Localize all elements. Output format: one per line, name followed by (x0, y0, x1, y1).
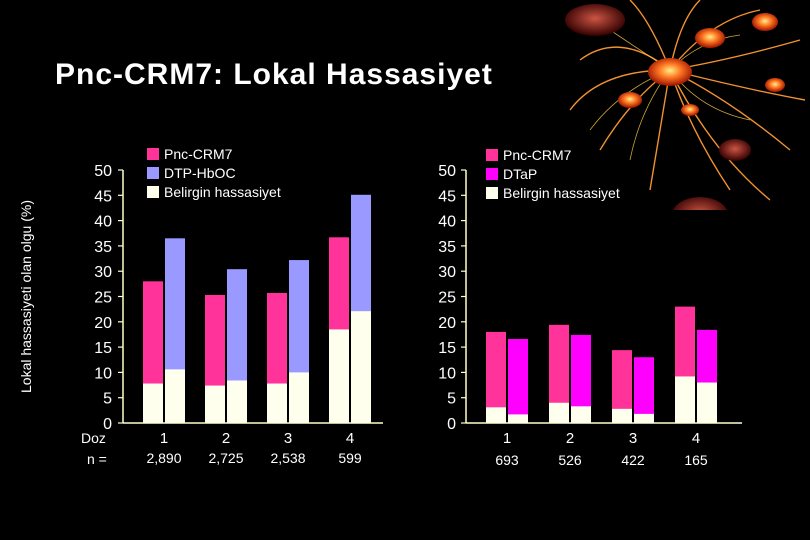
y-tick-label: 50 (94, 163, 112, 180)
y-tick-label: 20 (94, 315, 112, 332)
bar-belirgin-1-DTP-HbOC-2 (227, 380, 247, 423)
legend-entry: Belirgin hassasiyet (164, 184, 281, 200)
legend-entry: DTaP (503, 166, 537, 182)
y-tick-label: 10 (94, 365, 112, 382)
y-tick-label: 0 (103, 416, 112, 433)
n-label: 693 (495, 452, 519, 468)
n-label: 2,725 (208, 450, 243, 466)
y-tick-label: 20 (438, 315, 456, 332)
y-tick-label: 50 (438, 163, 456, 180)
y-tick-label: 10 (438, 365, 456, 382)
legend-swatch (147, 148, 159, 160)
bar-belirgin-1-Pnc-CRM7-3 (267, 383, 287, 423)
y-tick-label: 35 (438, 239, 456, 256)
page-title: Pnc-CRM7: Lokal Hassasiyet (55, 58, 493, 91)
y-tick-label: 45 (438, 188, 456, 205)
n-label: 422 (621, 452, 645, 468)
n-label: 165 (684, 452, 708, 468)
bar-2-Pnc-CRM7-3 (612, 350, 632, 423)
bar-belirgin-2-Pnc-CRM7-4 (675, 376, 695, 423)
dose-row-label: Doz (81, 430, 106, 446)
bar-belirgin-1-Pnc-CRM7-4 (329, 329, 349, 423)
n-label: 526 (558, 452, 582, 468)
legend-entry: Belirgin hassasiyet (503, 185, 620, 201)
legend-entry: Pnc-CRM7 (503, 147, 572, 163)
y-tick-label: 0 (447, 416, 456, 433)
x-category-label: 1 (160, 430, 168, 447)
x-category-label: 2 (222, 430, 230, 447)
y-tick-label: 45 (94, 188, 112, 205)
y-tick-label: 5 (103, 391, 112, 408)
bar-belirgin-1-DTP-HbOC-4 (351, 311, 371, 423)
bar-2-DTaP-1 (508, 339, 528, 423)
legend-swatch (486, 168, 498, 180)
y-tick-label: 5 (447, 391, 456, 408)
legend-entry: Pnc-CRM7 (164, 146, 233, 162)
legend-swatch (147, 167, 159, 179)
n-label: 2,890 (146, 450, 181, 466)
bar-belirgin-2-Pnc-CRM7-1 (486, 407, 506, 423)
y-tick-label: 25 (438, 290, 456, 307)
x-category-label: 1 (503, 430, 511, 447)
x-category-label: 3 (284, 430, 292, 447)
bar-2-Pnc-CRM7-1 (486, 331, 506, 423)
bar-belirgin-2-DTaP-3 (634, 413, 654, 423)
legend-entry: DTP-HbOC (164, 165, 236, 181)
n-row-label: n = (87, 451, 107, 467)
y-tick-label: 15 (438, 340, 456, 357)
bar-belirgin-1-Pnc-CRM7-1 (143, 383, 163, 423)
x-category-label: 3 (629, 430, 637, 447)
y-tick-label: 30 (94, 264, 112, 281)
bar-belirgin-1-DTP-HbOC-1 (165, 369, 185, 423)
bar-belirgin-1-DTP-HbOC-3 (289, 372, 309, 423)
bar-belirgin-2-DTaP-4 (697, 382, 717, 423)
legend-swatch (486, 187, 498, 199)
y-tick-label: 40 (94, 214, 112, 231)
y-tick-label: 30 (438, 264, 456, 281)
bar-2-Pnc-CRM7-2 (549, 324, 569, 423)
bar-belirgin-2-Pnc-CRM7-2 (549, 402, 569, 423)
x-category-label: 2 (566, 430, 574, 447)
y-tick-label: 35 (94, 239, 112, 256)
bar-belirgin-2-DTaP-2 (571, 406, 591, 423)
y-tick-label: 40 (438, 214, 456, 231)
n-label: 2,538 (270, 450, 305, 466)
bar-2-DTaP-2 (571, 334, 591, 423)
y-tick-label: 25 (94, 290, 112, 307)
bar-belirgin-2-DTaP-1 (508, 414, 528, 423)
n-label: 599 (338, 450, 362, 466)
bar-belirgin-2-Pnc-CRM7-3 (612, 408, 632, 423)
legend-swatch (147, 186, 159, 198)
y-tick-label: 15 (94, 340, 112, 357)
bar-belirgin-1-Pnc-CRM7-2 (205, 385, 225, 423)
bar-2-DTaP-3 (634, 357, 654, 423)
decorative-flower-icon (565, 0, 806, 210)
x-category-label: 4 (346, 430, 354, 447)
legend-swatch (486, 149, 498, 161)
x-category-label: 4 (692, 430, 700, 447)
